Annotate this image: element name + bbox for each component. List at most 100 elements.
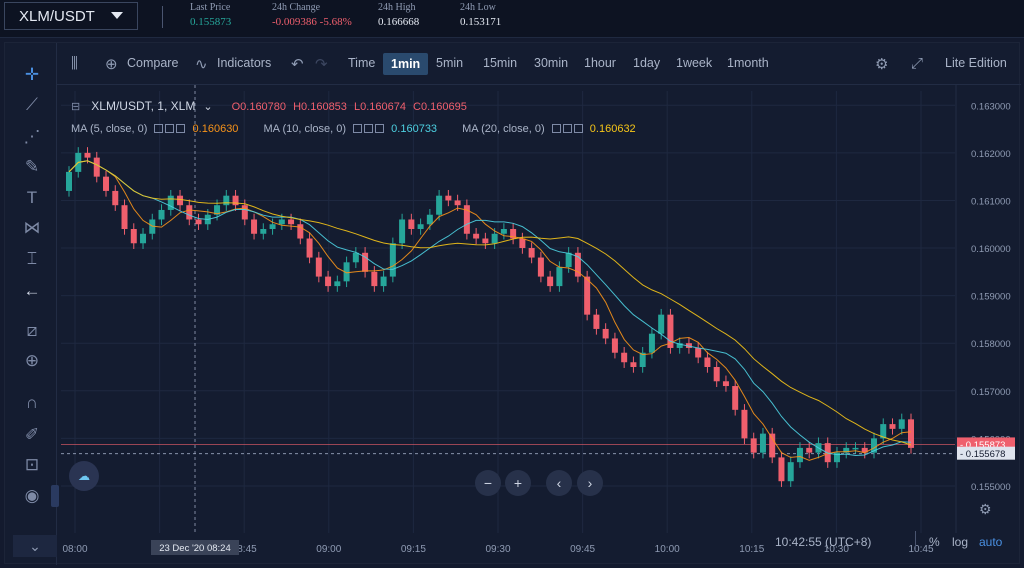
- ruler-icon[interactable]: ⧄: [26, 321, 38, 340]
- axis-settings-icon[interactable]: ⚙: [979, 501, 992, 517]
- interval-time[interactable]: Time: [348, 56, 376, 70]
- interval-30min[interactable]: 30min: [534, 56, 569, 70]
- candle-body: [121, 205, 128, 229]
- brush-icon[interactable]: ✎: [24, 157, 40, 176]
- candle-body: [843, 447, 850, 453]
- fullscreen-icon[interactable]: ⤢: [911, 55, 924, 72]
- eye-icon[interactable]: ◉: [24, 486, 40, 505]
- ma20-label[interactable]: MA (20, close, 0): [462, 123, 545, 135]
- gear-icon[interactable]: [364, 124, 374, 133]
- drawing-toolbar: ✛ ⟋ ⋰ ✎ T ⋈ ⌶ ← ⧄ ⊕ ∩ ✐ ⊡ ◉ ⌄: [5, 43, 59, 565]
- auto-scale-toggle[interactable]: auto: [979, 535, 1003, 549]
- time-tick-label: 10:15: [739, 544, 764, 555]
- candle: [463, 199, 470, 240]
- candle: [297, 218, 304, 245]
- interval-1month[interactable]: 1month: [727, 56, 769, 70]
- candle: [121, 199, 128, 235]
- scroll-left-button[interactable]: ‹: [546, 470, 572, 496]
- interval-1hour[interactable]: 1hour: [584, 56, 616, 70]
- candle-body: [861, 447, 868, 453]
- indicators-icon[interactable]: ∿: [195, 56, 208, 73]
- gear-icon[interactable]: [165, 124, 175, 133]
- log-scale-toggle[interactable]: log: [952, 535, 969, 549]
- lite-edition-link[interactable]: Lite Edition: [945, 56, 1007, 70]
- undo-icon[interactable]: ↶: [291, 56, 304, 73]
- stat-value: 0.153171: [460, 16, 502, 28]
- candle: [537, 251, 544, 283]
- interval-5min[interactable]: 5min: [436, 56, 464, 70]
- trend-line-icon[interactable]: ⟋: [26, 95, 38, 114]
- candle: [695, 342, 702, 364]
- gear-icon[interactable]: [562, 124, 572, 133]
- collapse-legend-icon[interactable]: ⊟: [71, 101, 81, 113]
- zoom-in-button[interactable]: +: [505, 470, 531, 496]
- multi-line-icon[interactable]: ⋰: [23, 127, 41, 146]
- interval-1week[interactable]: 1week: [676, 56, 713, 70]
- price-chart[interactable]: 0.163000 0.162000 0.161000 0.160000 0.159000…: [5, 85, 1020, 565]
- compare-button[interactable]: Compare: [127, 56, 179, 70]
- settings-icon[interactable]: ⚙: [875, 56, 889, 73]
- measure-icon[interactable]: ⌶: [26, 249, 38, 268]
- candle-body: [260, 229, 267, 234]
- tools-collapse-handle[interactable]: [51, 485, 59, 507]
- magnet-icon[interactable]: ∩: [25, 393, 39, 412]
- close-icon[interactable]: [176, 124, 186, 133]
- close-icon[interactable]: [375, 124, 385, 133]
- lock-drawings-icon[interactable]: ✐: [24, 425, 40, 444]
- text-tool-icon[interactable]: T: [26, 188, 38, 207]
- candle: [343, 256, 350, 288]
- candle: [778, 451, 785, 487]
- candle-style-icon[interactable]: ⫼: [71, 55, 78, 72]
- pattern-icon[interactable]: ⋈: [23, 218, 41, 237]
- zoom-in-icon[interactable]: ⊕: [24, 351, 40, 370]
- pair-selector[interactable]: XLM/USDT: [4, 2, 138, 30]
- compare-icon[interactable]: ⊕: [105, 56, 118, 73]
- candle: [908, 413, 914, 454]
- indicators-button[interactable]: Indicators: [217, 56, 272, 70]
- candle-body: [621, 352, 628, 363]
- chevron-down-icon[interactable]: ⌄: [13, 535, 57, 557]
- crosshair-icon[interactable]: ✛: [24, 65, 40, 84]
- scroll-right-button[interactable]: ›: [577, 470, 603, 496]
- eye-icon[interactable]: [353, 124, 363, 133]
- candle-body: [315, 257, 322, 277]
- candle: [676, 337, 683, 354]
- ma10-label[interactable]: MA (10, close, 0): [263, 123, 347, 135]
- candle-body: [149, 219, 156, 234]
- eye-icon[interactable]: [154, 124, 164, 133]
- redo-icon[interactable]: ↷: [315, 56, 328, 73]
- candle-body: [639, 352, 646, 367]
- stat-value: 0.166668: [378, 16, 420, 28]
- zoom-out-button[interactable]: −: [475, 470, 501, 496]
- arrow-left-icon[interactable]: ←: [23, 281, 41, 300]
- ma-line: [68, 160, 912, 446]
- crosshair-price-label: - 0.155678: [960, 449, 1005, 460]
- candle-body: [278, 219, 285, 225]
- candle-body: [112, 190, 119, 206]
- candle-body: [195, 219, 202, 225]
- price-tick-label: 0.157000: [971, 387, 1011, 398]
- unlock-icon[interactable]: ⊡: [24, 455, 40, 474]
- candle: [519, 232, 526, 254]
- clock-readout: 10:42:55 (UTC+8): [775, 535, 872, 549]
- chart-toolbar: ⫼ ⊕ Compare ∿ Indicators ↶ ↷ Time 1min 5…: [57, 43, 1021, 85]
- candle: [223, 189, 230, 211]
- candle: [593, 308, 600, 335]
- candle: [362, 247, 369, 278]
- candle: [158, 204, 165, 226]
- candle-body: [103, 176, 110, 191]
- chart-grid: [61, 85, 957, 535]
- chevron-down-icon[interactable]: ⌄: [203, 101, 213, 113]
- close-icon[interactable]: [573, 124, 583, 133]
- ma5-label[interactable]: MA (5, close, 0): [71, 123, 148, 135]
- candle: [843, 442, 850, 459]
- interval-1min[interactable]: 1min: [383, 53, 429, 75]
- interval-15min[interactable]: 15min: [483, 56, 518, 70]
- candle-body: [362, 252, 369, 272]
- high-value: H0.160853: [293, 101, 347, 113]
- divider: [162, 6, 163, 28]
- percent-scale-toggle[interactable]: %: [929, 535, 940, 549]
- eye-icon[interactable]: [551, 124, 561, 133]
- candle-body: [584, 276, 591, 315]
- interval-1day[interactable]: 1day: [633, 56, 661, 70]
